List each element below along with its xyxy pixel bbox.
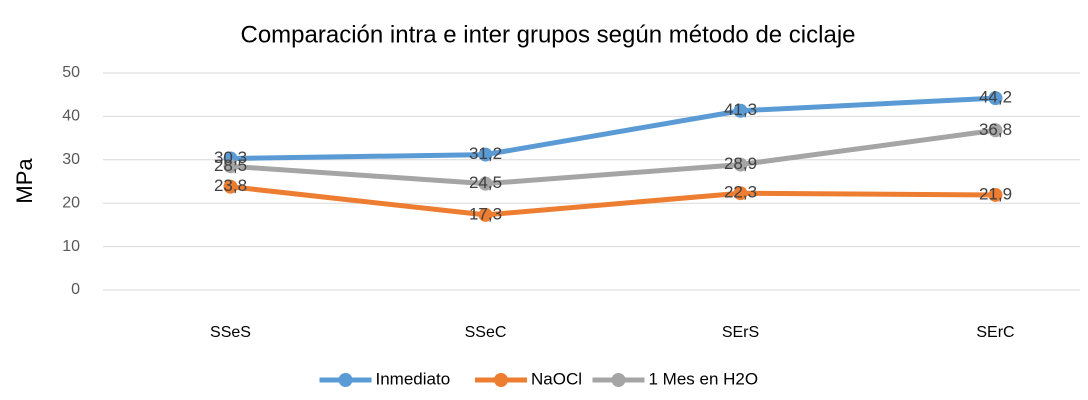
data-label: 44,2 [979, 88, 1012, 107]
point [988, 187, 1003, 202]
legend-item: Inmediato [319, 369, 451, 388]
legend-label: 1 Mes en H2O [649, 369, 759, 388]
line [228, 95, 998, 161]
y-tick-label: 10 [62, 238, 80, 255]
y-tick-label: 0 [71, 281, 80, 298]
data-label: 23,8 [214, 176, 247, 195]
data-label: 31,2 [469, 144, 502, 163]
line [228, 127, 998, 187]
point [733, 157, 748, 172]
line [228, 184, 998, 218]
data-label: 28,5 [214, 156, 247, 175]
legend-marker [494, 373, 508, 387]
point [988, 91, 1003, 106]
data-label: 30,3 [214, 148, 247, 167]
point [478, 176, 493, 191]
legend-item: NaOCl [475, 369, 582, 388]
point [733, 186, 748, 201]
point [478, 207, 493, 222]
y-tick-label: 40 [62, 108, 80, 125]
chart-title: Comparación intra e inter grupos según m… [240, 21, 855, 48]
point [223, 179, 238, 194]
data-label: 36,8 [979, 120, 1012, 139]
data-label: 41,3 [724, 100, 757, 119]
data-label: 28,9 [724, 154, 757, 173]
x-tick-label: SSeS [210, 324, 251, 341]
data-label: 17,3 [469, 204, 502, 223]
data-label: 24,5 [469, 173, 502, 192]
legend-marker [338, 373, 353, 387]
point [733, 103, 748, 118]
legend-item: 1 Mes en H2O [592, 369, 759, 388]
point [478, 147, 493, 162]
legend-marker [611, 373, 626, 387]
x-tick-label: SSeC [465, 324, 507, 341]
y-axis-label: MPa [12, 158, 37, 204]
y-tick-label: 50 [62, 64, 80, 81]
point [988, 123, 1003, 138]
x-tick-label: SErS [722, 324, 759, 341]
data-label: 22,3 [724, 183, 757, 202]
data-label: 21,9 [979, 184, 1012, 203]
x-tick-label: SErC [976, 324, 1014, 341]
y-tick-label: 30 [62, 151, 80, 168]
y-tick-label: 20 [62, 194, 80, 211]
legend-label: Inmediato [376, 369, 451, 388]
legend-label: NaOCl [531, 369, 582, 388]
point [223, 159, 238, 174]
